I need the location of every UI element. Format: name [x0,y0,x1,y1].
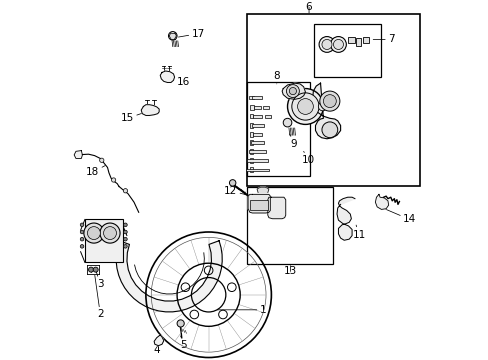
Polygon shape [154,335,163,346]
Circle shape [323,95,336,108]
Circle shape [83,223,104,243]
Circle shape [100,158,104,162]
Text: 8: 8 [273,71,280,84]
Circle shape [321,122,337,138]
Bar [247,187,333,264]
Bar [262,106,269,109]
Circle shape [80,230,83,234]
Bar [362,37,368,43]
Polygon shape [336,197,354,240]
Circle shape [319,91,339,111]
Text: 15: 15 [121,113,142,123]
Bar [248,150,265,153]
Text: 11: 11 [352,225,365,239]
Text: 7: 7 [372,35,394,44]
Circle shape [87,227,100,239]
Polygon shape [247,194,270,213]
Circle shape [286,85,299,98]
Bar [246,159,267,162]
Circle shape [123,230,127,234]
Bar [252,115,262,118]
Bar [250,132,253,136]
Circle shape [88,267,93,272]
Text: 18: 18 [86,166,105,177]
Text: 3: 3 [95,268,103,289]
Polygon shape [160,71,174,82]
Circle shape [321,40,331,49]
Circle shape [297,99,313,114]
Bar [249,96,254,99]
Text: 13: 13 [283,266,296,276]
Bar [264,115,270,118]
Circle shape [123,237,127,241]
Text: 1: 1 [217,305,265,315]
Polygon shape [141,105,159,116]
Circle shape [330,37,346,52]
Bar [249,105,253,110]
Circle shape [289,87,296,95]
Circle shape [319,37,334,52]
Polygon shape [74,150,82,158]
Circle shape [283,118,291,127]
Circle shape [111,178,116,182]
Circle shape [80,237,83,241]
Text: 12: 12 [224,186,245,196]
Bar [252,96,262,99]
Text: 4: 4 [153,342,160,355]
Bar [247,14,419,186]
Bar [252,133,262,135]
Polygon shape [282,83,305,99]
Polygon shape [312,83,340,139]
Bar [253,106,261,109]
Bar [250,149,253,154]
Bar [249,200,267,210]
Text: 14: 14 [385,209,415,224]
Circle shape [123,189,127,193]
Bar [250,140,253,145]
Text: 5: 5 [180,336,186,350]
Bar [348,37,354,43]
Bar [249,123,253,128]
Circle shape [287,89,323,125]
Circle shape [80,244,83,248]
Bar [314,24,380,77]
Circle shape [80,223,83,227]
Circle shape [123,244,127,248]
Polygon shape [267,197,285,219]
Bar [252,124,264,127]
Circle shape [333,40,343,49]
Circle shape [291,93,319,120]
Circle shape [168,32,177,40]
Text: 10: 10 [301,151,314,165]
Bar [250,141,264,144]
Text: 17: 17 [178,29,204,39]
Circle shape [318,102,326,111]
Circle shape [103,227,116,239]
Text: 6: 6 [305,2,312,13]
Circle shape [123,223,127,227]
Circle shape [100,223,120,243]
Bar [356,39,361,45]
Bar [247,82,309,176]
Text: 2: 2 [95,275,103,319]
Circle shape [93,267,98,272]
Text: 9: 9 [289,134,297,149]
Bar [249,114,253,118]
Circle shape [229,180,235,186]
Bar [250,158,253,163]
Bar [250,167,253,172]
Text: 16: 16 [171,77,189,87]
Polygon shape [257,187,268,193]
Polygon shape [116,241,222,312]
Bar [85,220,122,262]
Circle shape [177,320,184,327]
Bar [246,168,268,171]
Polygon shape [375,194,388,210]
